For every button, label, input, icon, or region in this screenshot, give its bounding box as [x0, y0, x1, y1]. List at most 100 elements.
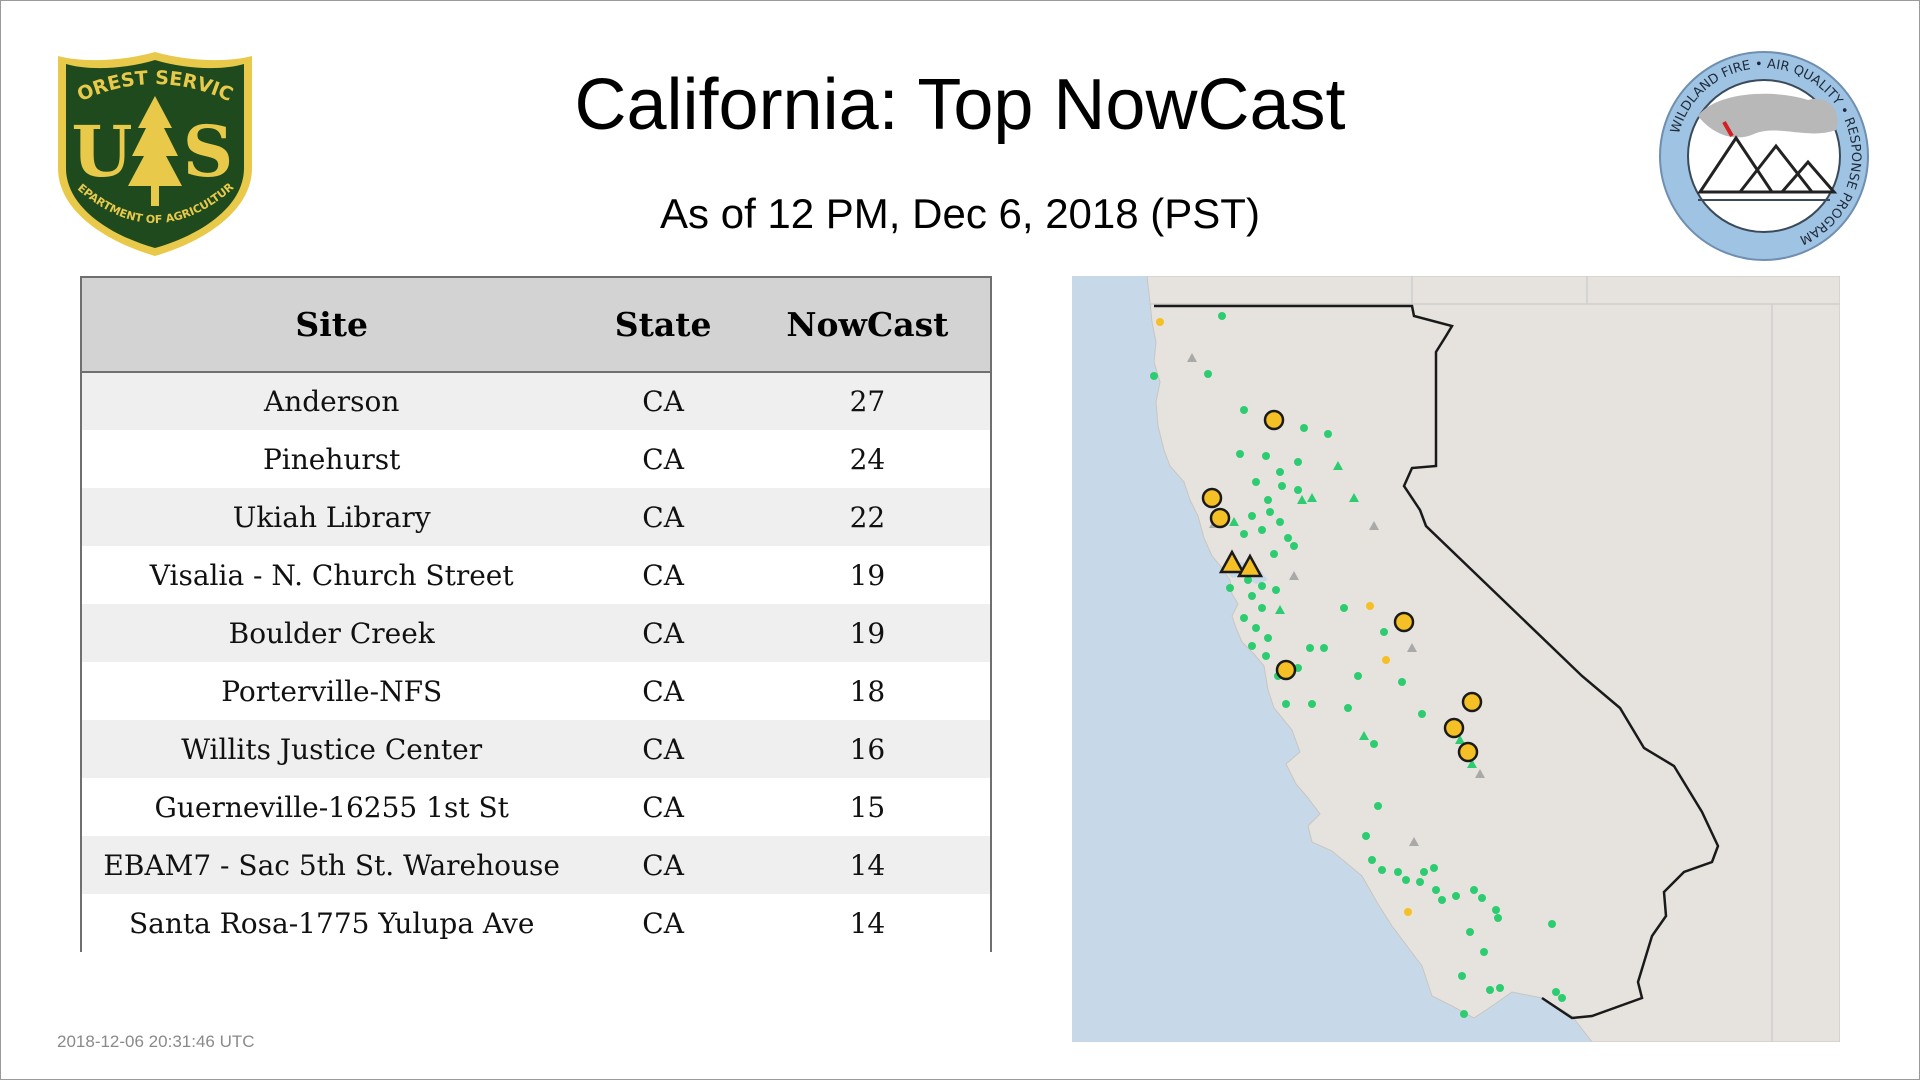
top-nowcast-site-marker[interactable] — [1275, 659, 1297, 681]
top-nowcast-site-marker[interactable] — [1201, 487, 1223, 509]
unavailable-sensor-marker[interactable] — [1409, 837, 1419, 846]
good-aqi-monitor-marker[interactable] — [1494, 914, 1502, 922]
good-aqi-monitor-marker[interactable] — [1264, 634, 1272, 642]
good-aqi-monitor-marker[interactable] — [1394, 868, 1402, 876]
good-aqi-monitor-marker[interactable] — [1248, 512, 1256, 520]
good-aqi-monitor-marker[interactable] — [1362, 832, 1370, 840]
good-aqi-monitor-marker[interactable] — [1402, 876, 1410, 884]
good-aqi-monitor-marker[interactable] — [1226, 584, 1234, 592]
good-aqi-monitor-marker[interactable] — [1218, 312, 1226, 320]
moderate-aqi-monitor-marker[interactable] — [1156, 318, 1164, 326]
good-aqi-monitor-marker[interactable] — [1558, 994, 1566, 1002]
good-aqi-monitor-marker[interactable] — [1478, 894, 1486, 902]
good-aqi-monitor-marker[interactable] — [1236, 450, 1244, 458]
top-nowcast-sensor-marker[interactable] — [1218, 549, 1246, 574]
good-aqi-monitor-marker[interactable] — [1276, 468, 1284, 476]
good-aqi-sensor-marker[interactable] — [1359, 731, 1369, 740]
good-aqi-monitor-marker[interactable] — [1270, 550, 1278, 558]
monitor-markers[interactable] — [1150, 312, 1566, 1018]
good-aqi-sensor-marker[interactable] — [1275, 605, 1285, 614]
good-aqi-monitor-marker[interactable] — [1240, 406, 1248, 414]
good-aqi-monitor-marker[interactable] — [1496, 984, 1504, 992]
top-nowcast-sensor-marker[interactable] — [1236, 553, 1264, 578]
good-aqi-monitor-marker[interactable] — [1204, 370, 1212, 378]
good-aqi-monitor-marker[interactable] — [1486, 986, 1494, 994]
good-aqi-monitor-marker[interactable] — [1460, 1010, 1468, 1018]
good-aqi-sensor-marker[interactable] — [1349, 493, 1359, 502]
top-nowcast-site-marker[interactable] — [1457, 741, 1479, 763]
good-aqi-monitor-marker[interactable] — [1294, 458, 1302, 466]
good-aqi-monitor-marker[interactable] — [1244, 576, 1252, 584]
good-aqi-monitor-marker[interactable] — [1264, 496, 1272, 504]
good-aqi-monitor-marker[interactable] — [1252, 624, 1260, 632]
good-aqi-monitor-marker[interactable] — [1552, 988, 1560, 996]
moderate-aqi-monitor-marker[interactable] — [1382, 656, 1390, 664]
moderate-aqi-monitor-marker[interactable] — [1366, 602, 1374, 610]
good-aqi-monitor-marker[interactable] — [1370, 740, 1378, 748]
good-aqi-monitor-marker[interactable] — [1324, 430, 1332, 438]
good-aqi-monitor-marker[interactable] — [1282, 700, 1290, 708]
good-aqi-monitor-marker[interactable] — [1290, 542, 1298, 550]
good-aqi-monitor-marker[interactable] — [1344, 704, 1352, 712]
good-aqi-monitor-marker[interactable] — [1380, 628, 1388, 636]
good-aqi-monitor-marker[interactable] — [1466, 928, 1474, 936]
good-aqi-monitor-marker[interactable] — [1438, 896, 1446, 904]
good-aqi-monitor-marker[interactable] — [1240, 530, 1248, 538]
unavailable-sensor-marker[interactable] — [1187, 353, 1197, 362]
good-aqi-monitor-marker[interactable] — [1262, 452, 1270, 460]
good-aqi-monitor-marker[interactable] — [1418, 710, 1426, 718]
good-aqi-monitor-marker[interactable] — [1258, 582, 1266, 590]
good-aqi-monitor-marker[interactable] — [1258, 604, 1266, 612]
good-aqi-monitor-marker[interactable] — [1340, 604, 1348, 612]
good-aqi-sensor-marker[interactable] — [1229, 517, 1239, 526]
good-aqi-sensor-marker[interactable] — [1467, 759, 1477, 768]
good-aqi-monitor-marker[interactable] — [1258, 526, 1266, 534]
good-aqi-monitor-marker[interactable] — [1150, 372, 1158, 380]
good-aqi-monitor-marker[interactable] — [1458, 972, 1466, 980]
unavailable-sensor-marker[interactable] — [1475, 769, 1485, 778]
top-nowcast-site-marker[interactable] — [1443, 717, 1465, 739]
top-nowcast-site-marker[interactable] — [1209, 507, 1231, 529]
top-nowcast-site-marker[interactable] — [1461, 691, 1483, 713]
good-aqi-sensor-marker[interactable] — [1297, 495, 1307, 504]
good-aqi-monitor-marker[interactable] — [1398, 678, 1406, 686]
good-aqi-monitor-marker[interactable] — [1420, 868, 1428, 876]
top-nowcast-site-marker[interactable] — [1393, 611, 1415, 633]
good-aqi-sensor-marker[interactable] — [1455, 735, 1465, 744]
good-aqi-monitor-marker[interactable] — [1278, 482, 1286, 490]
moderate-aqi-monitor-marker[interactable] — [1404, 908, 1412, 916]
good-aqi-monitor-marker[interactable] — [1320, 644, 1328, 652]
good-aqi-monitor-marker[interactable] — [1276, 518, 1284, 526]
good-aqi-monitor-marker[interactable] — [1354, 672, 1362, 680]
good-aqi-monitor-marker[interactable] — [1416, 878, 1424, 886]
good-aqi-monitor-marker[interactable] — [1240, 614, 1248, 622]
good-aqi-monitor-marker[interactable] — [1452, 892, 1460, 900]
good-aqi-monitor-marker[interactable] — [1262, 652, 1270, 660]
unavailable-sensor-marker[interactable] — [1407, 643, 1417, 652]
good-aqi-monitor-marker[interactable] — [1300, 424, 1308, 432]
good-aqi-monitor-marker[interactable] — [1272, 586, 1280, 594]
good-aqi-monitor-marker[interactable] — [1480, 948, 1488, 956]
good-aqi-monitor-marker[interactable] — [1306, 644, 1314, 652]
good-aqi-monitor-marker[interactable] — [1294, 486, 1302, 494]
good-aqi-monitor-marker[interactable] — [1284, 534, 1292, 542]
good-aqi-monitor-marker[interactable] — [1492, 906, 1500, 914]
good-aqi-sensor-marker[interactable] — [1307, 493, 1317, 502]
good-aqi-monitor-marker[interactable] — [1308, 700, 1316, 708]
unavailable-sensor-marker[interactable] — [1369, 521, 1379, 530]
good-aqi-monitor-marker[interactable] — [1368, 856, 1376, 864]
good-aqi-monitor-marker[interactable] — [1374, 802, 1382, 810]
california-air-quality-map[interactable] — [1072, 276, 1840, 1042]
good-aqi-monitor-marker[interactable] — [1470, 886, 1478, 894]
top-nowcast-site-marker[interactable] — [1263, 409, 1285, 431]
good-aqi-sensor-marker[interactable] — [1333, 461, 1343, 470]
good-aqi-monitor-marker[interactable] — [1430, 864, 1438, 872]
good-aqi-monitor-marker[interactable] — [1248, 642, 1256, 650]
good-aqi-monitor-marker[interactable] — [1432, 886, 1440, 894]
unavailable-sensor-marker[interactable] — [1289, 571, 1299, 580]
good-aqi-monitor-marker[interactable] — [1252, 478, 1260, 486]
good-aqi-monitor-marker[interactable] — [1266, 508, 1274, 516]
good-aqi-monitor-marker[interactable] — [1378, 866, 1386, 874]
good-aqi-monitor-marker[interactable] — [1548, 920, 1556, 928]
good-aqi-monitor-marker[interactable] — [1248, 592, 1256, 600]
